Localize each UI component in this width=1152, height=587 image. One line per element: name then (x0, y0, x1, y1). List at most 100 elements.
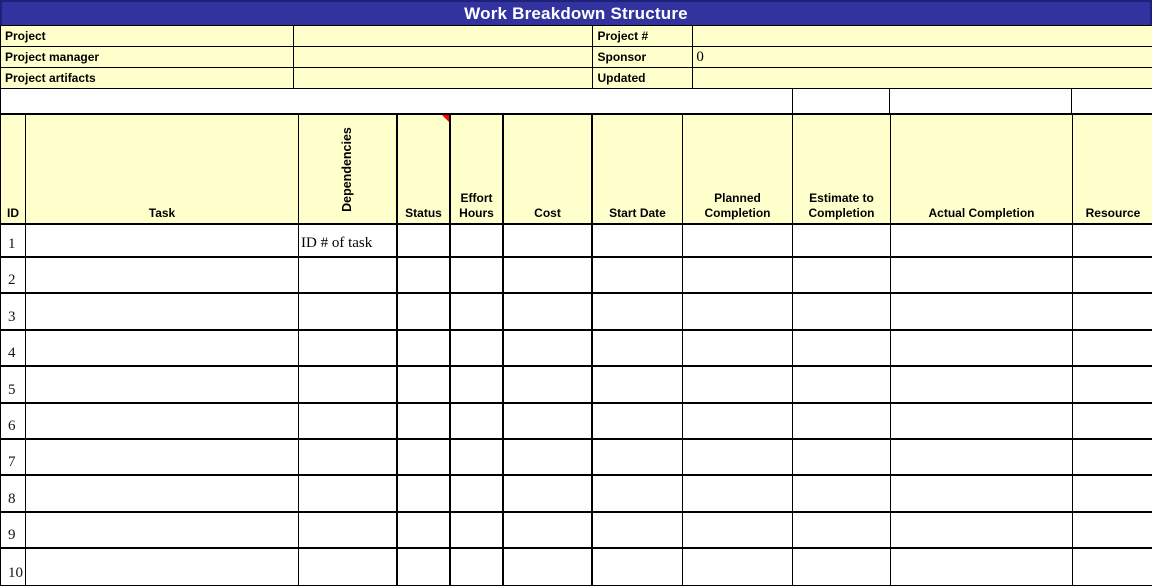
table-cell-id[interactable]: 7 (1, 439, 26, 475)
value-project-manager[interactable] (294, 47, 594, 67)
table-cell-cost[interactable] (504, 549, 593, 585)
table-cell-dependencies[interactable] (299, 258, 398, 293)
table-cell-resource[interactable] (1073, 440, 1152, 474)
table-cell-estimate-to-completion[interactable] (793, 367, 891, 402)
table-cell-planned-completion[interactable] (683, 258, 793, 293)
table-cell-resource[interactable] (1073, 225, 1152, 256)
table-cell-status[interactable] (398, 512, 451, 548)
table-cell-estimate-to-completion[interactable] (793, 330, 891, 366)
table-cell-cost[interactable] (504, 512, 593, 548)
table-cell-task[interactable] (26, 549, 299, 585)
table-cell-dependencies[interactable] (299, 403, 398, 438)
table-cell-planned-completion[interactable] (683, 439, 793, 475)
table-cell-id[interactable]: 6 (1, 403, 26, 438)
table-cell-effort-hours[interactable] (451, 439, 504, 475)
table-cell-task[interactable] (26, 403, 299, 438)
table-cell-status[interactable] (398, 549, 451, 585)
table-cell-start-date[interactable] (593, 258, 683, 293)
table-cell-start-date[interactable] (593, 476, 683, 511)
table-cell-actual-completion[interactable] (891, 294, 1073, 329)
table-cell-resource[interactable] (1073, 404, 1152, 438)
table-cell-task[interactable] (26, 294, 299, 329)
table-cell-estimate-to-completion[interactable] (793, 476, 891, 511)
table-cell-task[interactable] (26, 258, 299, 293)
table-cell-effort-hours[interactable] (451, 512, 504, 548)
table-cell-actual-completion[interactable] (891, 330, 1073, 366)
table-cell-estimate-to-completion[interactable] (793, 439, 891, 475)
table-cell-resource[interactable] (1073, 549, 1152, 584)
table-cell-id[interactable]: 4 (1, 330, 26, 366)
table-cell-id[interactable]: 9 (1, 512, 26, 548)
table-cell-effort-hours[interactable] (451, 225, 504, 256)
value-project-artifacts[interactable] (294, 68, 594, 88)
table-cell-effort-hours[interactable] (451, 294, 504, 329)
table-cell-dependencies[interactable] (299, 476, 398, 511)
table-cell-planned-completion[interactable] (683, 476, 793, 511)
table-cell-planned-completion[interactable] (683, 330, 793, 366)
table-cell-effort-hours[interactable] (451, 549, 504, 585)
table-cell-effort-hours[interactable] (451, 367, 504, 402)
table-cell-task[interactable] (26, 439, 299, 475)
table-cell-effort-hours[interactable] (451, 476, 504, 511)
value-project[interactable] (294, 26, 594, 46)
table-cell-planned-completion[interactable] (683, 549, 793, 585)
table-cell-status[interactable] (398, 225, 451, 256)
table-cell-status[interactable] (398, 294, 451, 329)
table-cell-id[interactable]: 2 (1, 258, 26, 293)
table-cell-status[interactable] (398, 403, 451, 438)
table-cell[interactable] (792, 89, 890, 113)
table-cell-resource[interactable] (1073, 367, 1152, 401)
table-cell-cost[interactable] (504, 476, 593, 511)
table-cell-effort-hours[interactable] (451, 258, 504, 293)
table-cell-planned-completion[interactable] (683, 512, 793, 548)
value-updated[interactable] (693, 68, 1152, 88)
table-cell-estimate-to-completion[interactable] (793, 225, 891, 256)
table-cell[interactable] (890, 89, 1072, 113)
table-cell-cost[interactable] (504, 258, 593, 293)
table-cell-resource[interactable] (1073, 331, 1152, 365)
table-cell-start-date[interactable] (593, 439, 683, 475)
table-cell-estimate-to-completion[interactable] (793, 294, 891, 329)
table-cell-cost[interactable] (504, 439, 593, 475)
table-cell-task[interactable] (26, 225, 299, 256)
table-cell-task[interactable] (26, 330, 299, 366)
table-cell-task[interactable] (26, 512, 299, 548)
table-cell-cost[interactable] (504, 403, 593, 438)
table-cell-actual-completion[interactable] (891, 512, 1073, 548)
table-cell-start-date[interactable] (593, 294, 683, 329)
table-cell-id[interactable]: 1 (1, 225, 26, 256)
comment-indicator-icon[interactable] (442, 115, 449, 122)
table-cell-cost[interactable] (504, 294, 593, 329)
table-cell-effort-hours[interactable] (451, 403, 504, 438)
value-project-number[interactable] (693, 26, 1152, 46)
table-cell-cost[interactable] (504, 367, 593, 402)
table-cell-dependencies[interactable] (299, 439, 398, 475)
table-cell-resource[interactable] (1073, 294, 1152, 328)
table-cell-actual-completion[interactable] (891, 439, 1073, 475)
table-cell-id[interactable]: 5 (1, 367, 26, 402)
table-cell-actual-completion[interactable] (891, 225, 1073, 256)
table-cell-task[interactable] (26, 476, 299, 511)
table-cell-status[interactable] (398, 367, 451, 402)
value-sponsor[interactable]: 0 (696, 48, 704, 65)
table-cell-cost[interactable] (504, 225, 593, 256)
table-cell-status[interactable] (398, 439, 451, 475)
table-cell-start-date[interactable] (593, 512, 683, 548)
table-cell-planned-completion[interactable] (683, 403, 793, 438)
table-cell-resource[interactable] (1073, 258, 1152, 292)
table-cell-estimate-to-completion[interactable] (793, 403, 891, 438)
table-cell-cost[interactable] (504, 330, 593, 366)
table-cell-planned-completion[interactable] (683, 225, 793, 256)
table-cell-start-date[interactable] (593, 403, 683, 438)
table-cell-planned-completion[interactable] (683, 294, 793, 329)
table-cell-id[interactable]: 3 (1, 294, 26, 329)
table-cell-dependencies[interactable]: ID # of task (299, 225, 398, 256)
table-cell-dependencies[interactable] (299, 512, 398, 548)
table-cell-actual-completion[interactable] (891, 403, 1073, 438)
table-cell-actual-completion[interactable] (891, 367, 1073, 402)
table-cell-dependencies[interactable] (299, 367, 398, 402)
table-cell-actual-completion[interactable] (891, 549, 1073, 585)
table-cell-dependencies[interactable] (299, 294, 398, 329)
table-cell-dependencies[interactable] (299, 549, 398, 585)
table-cell-dependencies[interactable] (299, 330, 398, 366)
